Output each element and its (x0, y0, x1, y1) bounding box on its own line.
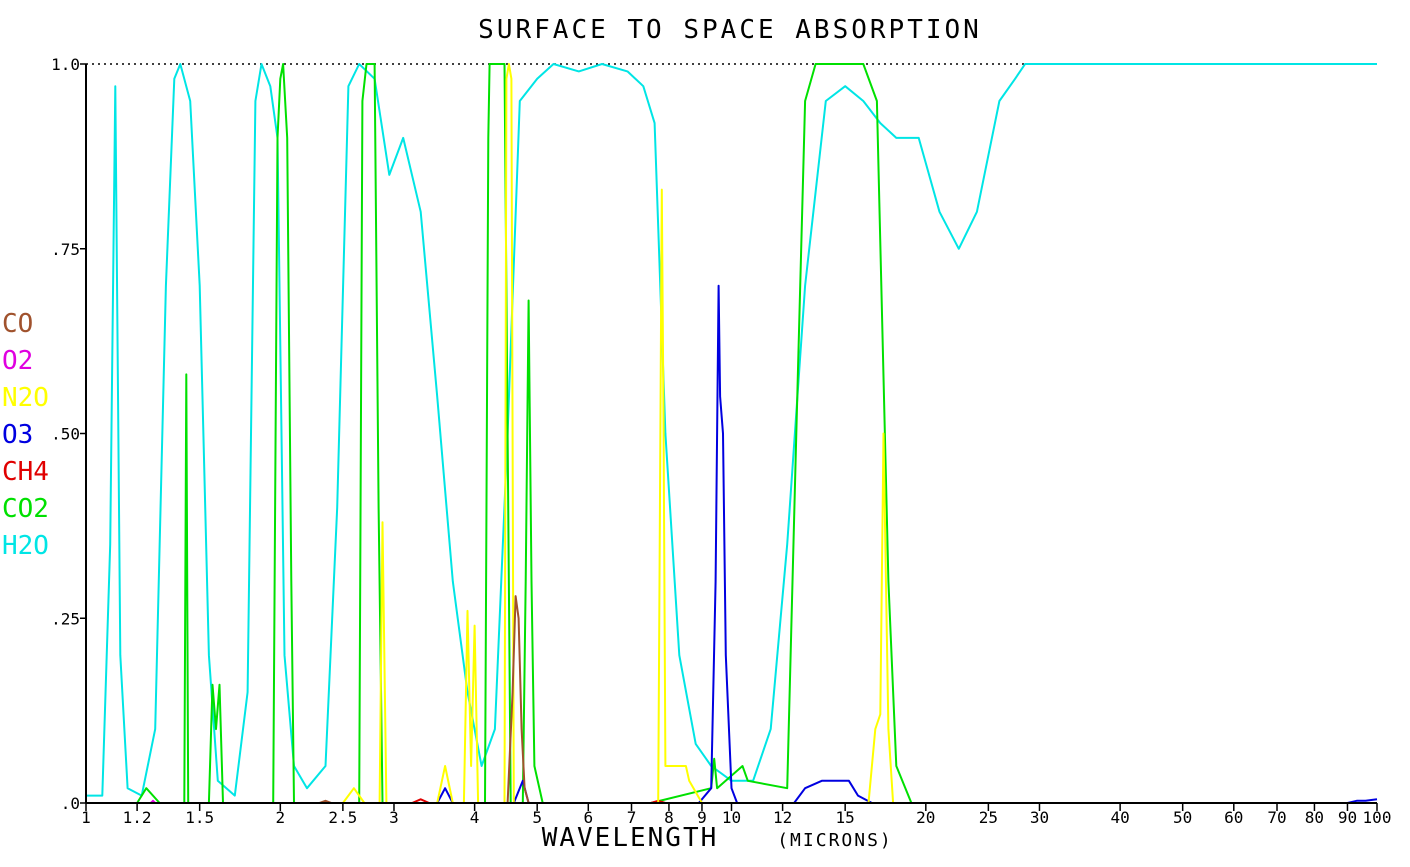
legend-item-co: CO (2, 309, 34, 339)
x-tick-label: 40 (1110, 808, 1129, 827)
legend-item-h2o: H2O (2, 531, 49, 561)
x-tick-label: 70 (1267, 808, 1286, 827)
series-line-n2o (86, 63, 1377, 804)
x-tick-label: 8 (664, 808, 674, 827)
x-tick-label: 9 (697, 808, 707, 827)
series-line-o3 (86, 284, 1378, 804)
x-axis-ticks: 1 1.2 1.5 2 2.5 3 4 5 6 7 8 9 10 12 15 20 25 30 40 50 60 70 80… (81, 803, 1391, 827)
x-tick-label: 1.2 (123, 808, 152, 827)
x-tick-label: 4 (470, 808, 480, 827)
legend-item-ch4: CH4 (2, 457, 49, 487)
x-tick-label: 2.5 (328, 808, 357, 827)
x-tick-label: 15 (836, 808, 855, 827)
x-tick-label: 90 (1338, 808, 1357, 827)
x-tick-label: 3 (389, 808, 399, 827)
x-tick-label: 1 (81, 808, 91, 827)
y-tick-label: .50 (51, 425, 80, 444)
y-axis-ticks: .0 .25 .50 .75 1.0 (51, 55, 86, 813)
x-tick-label: 100 (1363, 808, 1392, 827)
chart-title: SURFACE TO SPACE ABSORPTION (478, 15, 982, 45)
x-axis-label: WAVELENGTH (542, 823, 719, 853)
x-tick-label: 20 (916, 808, 935, 827)
legend-item-co2: CO2 (2, 494, 49, 524)
x-tick-label: 25 (979, 808, 998, 827)
x-axis-unit: (MICRONS) (777, 830, 893, 851)
x-tick-label: 50 (1173, 808, 1192, 827)
x-tick-label: 5 (532, 808, 542, 827)
y-tick-label: .25 (51, 609, 80, 628)
legend-item-n2o: N2O (2, 383, 49, 413)
x-tick-label: 7 (627, 808, 637, 827)
x-tick-label: 1.5 (185, 808, 214, 827)
series-line-h2o (86, 63, 1377, 797)
y-tick-label: 1.0 (51, 55, 80, 74)
x-tick-label: 12 (773, 808, 792, 827)
x-tick-label: 6 (583, 808, 593, 827)
legend-item-o2: O2 (2, 346, 34, 376)
x-tick-label: 2 (275, 808, 285, 827)
legend-item-o3: O3 (2, 420, 34, 450)
series-line-co (86, 595, 1377, 804)
x-tick-label: 30 (1030, 808, 1049, 827)
series-line-co2 (86, 63, 1377, 804)
x-tick-label: 80 (1305, 808, 1324, 827)
y-tick-label: .75 (51, 240, 80, 259)
y-tick-label: .0 (61, 794, 80, 813)
x-tick-label: 60 (1224, 808, 1243, 827)
plot-area (86, 63, 1378, 804)
x-tick-label: 10 (722, 808, 741, 827)
chart-legend: CO O2 N2O O3 CH4 CO2 H2O (2, 306, 49, 565)
